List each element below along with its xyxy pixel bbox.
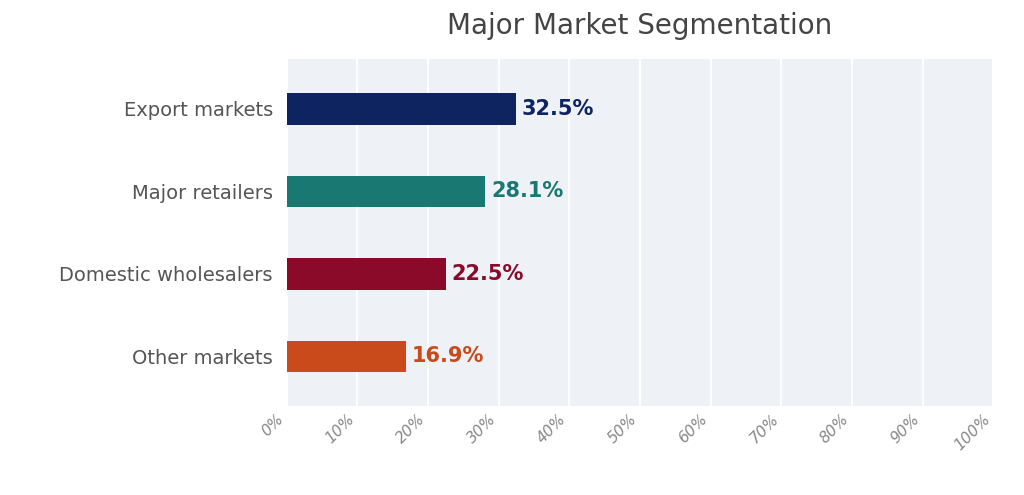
Text: 32.5%: 32.5% bbox=[522, 99, 594, 119]
Title: Major Market Segmentation: Major Market Segmentation bbox=[447, 12, 833, 41]
Text: 22.5%: 22.5% bbox=[452, 264, 523, 284]
Text: 16.9%: 16.9% bbox=[412, 346, 484, 366]
Bar bbox=[287, 93, 516, 125]
Bar bbox=[287, 176, 485, 207]
Bar bbox=[287, 341, 407, 372]
Bar bbox=[287, 258, 445, 290]
Text: 28.1%: 28.1% bbox=[490, 181, 563, 201]
